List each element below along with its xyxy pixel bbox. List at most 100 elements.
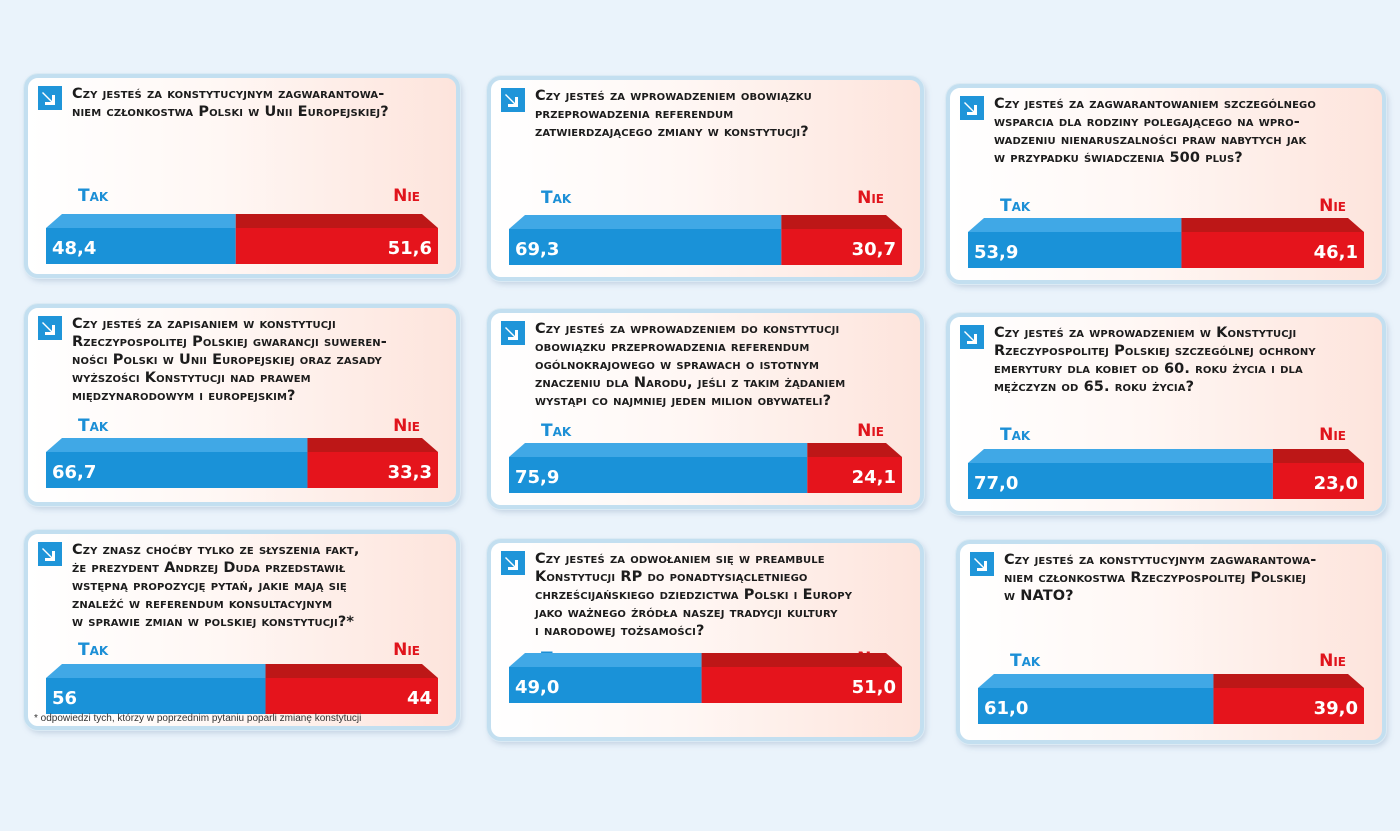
nie-bar-top (1181, 218, 1364, 232)
poll-question-line: w NATO? (1004, 588, 1074, 604)
poll-question: Czy jesteś za wprowadzeniem w Konstytucj… (994, 324, 1370, 396)
nie-label: Nie (393, 416, 420, 436)
tak-bar (509, 229, 782, 265)
tak-label: Tak (1000, 425, 1031, 445)
poll-bar-graphic (46, 438, 438, 488)
poll-question-line: że prezydent Andrzej Duda przedstawił (72, 560, 346, 576)
poll-card: Czy jesteś za wprowadzeniem w Konstytucj… (946, 313, 1386, 515)
poll-question-line: Czy jesteś za wprowadzeniem do konstytuc… (535, 321, 840, 337)
poll-bar-graphic (509, 443, 902, 493)
tak-label: Tak (541, 188, 572, 208)
tak-bar-top (46, 664, 266, 678)
tak-value: 75,9 (515, 467, 560, 488)
poll-question-line: Czy znasz choćby tylko ze słyszenia fakt… (72, 542, 360, 558)
footnote: * odpowiedzi tych, którzy w poprzednim p… (34, 713, 362, 724)
poll-question-line: znaczeniu dla Narodu, jeśli z takim żąda… (535, 375, 846, 391)
poll-question: Czy jesteś za wprowadzeniem obowiązku prz… (535, 87, 908, 141)
tak-value: 66,7 (52, 462, 97, 483)
arrow-down-right-icon (501, 321, 525, 345)
poll-question-line: jako ważnego źródła naszej tradycji kult… (535, 605, 838, 621)
arrow-down-right-icon (970, 552, 994, 576)
nie-bar (235, 228, 438, 264)
poll-question-line: ności Polski w Unii Europejskiej oraz za… (72, 352, 382, 368)
poll-question-line: mężczyzn od 65. roku życia? (994, 379, 1195, 395)
poll-question: Czy znasz choćby tylko ze słyszenia fakt… (72, 541, 444, 631)
nie-bar-top (307, 438, 438, 452)
nie-bar-top (807, 443, 902, 457)
tak-label: Tak (78, 186, 109, 206)
poll-question-line: wadzeniu nienaruszalności praw nabytych … (994, 132, 1307, 148)
nie-label: Nie (1319, 425, 1346, 445)
arrow-down-right-icon (501, 551, 525, 575)
poll-question-line: chrześcijańskiego dziedzictwa Polski i E… (535, 587, 853, 603)
tak-value: 77,0 (974, 473, 1019, 494)
poll-bar-graphic (46, 214, 438, 264)
poll-question-line: niem członkostwa Polski w Unii Europejsk… (72, 104, 389, 120)
poll-question-line: Czy jesteś za zagwarantowaniem szczególn… (994, 96, 1316, 112)
poll-bar-graphic (968, 449, 1364, 499)
poll-card: Czy jesteś za konstytucyjnym zagwarantow… (956, 540, 1386, 744)
tak-value: 53,9 (974, 242, 1019, 263)
nie-label: Nie (857, 421, 884, 441)
tak-bar-top (978, 674, 1214, 688)
poll-bar-graphic (46, 664, 438, 714)
nie-label: Nie (1319, 651, 1346, 671)
tak-bar (978, 688, 1214, 724)
tak-bar-top (509, 653, 702, 667)
poll-question-line: wyższości Konstytucji nad prawem (72, 370, 311, 386)
tak-value: 61,0 (984, 698, 1029, 719)
poll-bar: 48,4 51,6 (46, 214, 438, 264)
tak-label: Tak (1000, 196, 1031, 216)
poll-question-line: Rzeczypospolitej Polskiej szczególnej oc… (994, 343, 1316, 359)
tak-bar-top (968, 449, 1273, 463)
poll-question-line: emerytury dla kobiet od 60. roku życia i… (994, 361, 1303, 377)
poll-bar: 69,3 30,7 (509, 215, 902, 265)
poll-bar-graphic (509, 653, 902, 703)
nie-bar-top (701, 653, 902, 667)
nie-value: 39,0 (1313, 698, 1358, 719)
poll-question: Czy jesteś za zagwarantowaniem szczególn… (994, 95, 1370, 167)
nie-bar-top (1272, 449, 1364, 463)
nie-bar (1181, 232, 1364, 268)
tak-bar (968, 463, 1273, 499)
nie-value: 33,3 (387, 462, 432, 483)
poll-bar: 75,9 24,1 (509, 443, 902, 493)
poll-question-line: Rzeczypospolitej Polskiej gwarancji suwe… (72, 334, 387, 350)
nie-bar (307, 452, 438, 488)
poll-question-line: w przypadku świadczenia 500 plus? (994, 150, 1243, 166)
nie-bar (1272, 463, 1364, 499)
nie-bar (265, 678, 438, 714)
poll-question-line: obowiązku przeprowadzenia referendum (535, 339, 810, 355)
poll-bar: 56 44 (46, 664, 438, 714)
nie-value: 51,6 (387, 238, 432, 259)
poll-bar: 53,9 46,1 (968, 218, 1364, 268)
poll-question-line: znaleźć w referendum konsultacyjnym (72, 596, 333, 612)
nie-value: 30,7 (851, 239, 896, 260)
tak-bar (46, 678, 266, 714)
poll-question-line: wstępną propozycję pytań, jakie mają się (72, 578, 347, 594)
arrow-down-right-icon (38, 316, 62, 340)
tak-label: Tak (78, 640, 109, 660)
poll-bar: 61,0 39,0 (978, 674, 1364, 724)
poll-question-line: Czy jesteś za konstytucyjnym zagwarantow… (72, 86, 385, 102)
poll-question-line: ogólnokrajowego w sprawach o istotnym (535, 357, 820, 373)
tak-bar (968, 232, 1182, 268)
poll-bar-graphic (509, 215, 902, 265)
poll-question-line: i narodowej tożsamości? (535, 623, 705, 639)
poll-bar: 77,0 23,0 (968, 449, 1364, 499)
tak-label: Tak (78, 416, 109, 436)
nie-bar-top (235, 214, 438, 228)
poll-question: Czy jesteś za odwołaniem się w preambule… (535, 550, 908, 640)
poll-question-line: Czy jesteś za wprowadzeniem w Konstytucj… (994, 325, 1297, 341)
tak-bar-top (509, 443, 808, 457)
poll-card: Czy jesteś za wprowadzeniem do konstytuc… (487, 309, 924, 509)
poll-question-line: międzynarodowym i europejskim? (72, 388, 296, 404)
nie-value: 46,1 (1313, 242, 1358, 263)
arrow-down-right-icon (38, 542, 62, 566)
tak-label: Tak (1010, 651, 1041, 671)
poll-bar: 66,7 33,3 (46, 438, 438, 488)
poll-question: Czy jesteś za wprowadzeniem do konstytuc… (535, 320, 908, 410)
tak-value: 48,4 (52, 238, 97, 259)
poll-question: Czy jesteś za zapisaniem w konstytucji Rz… (72, 315, 444, 405)
tak-bar-top (46, 214, 236, 228)
